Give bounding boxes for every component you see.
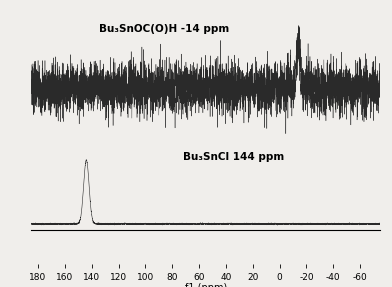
Text: Bu₃SnOC(O)H -14 ppm: Bu₃SnOC(O)H -14 ppm — [99, 24, 229, 34]
Text: Bu₃SnCl 144 ppm: Bu₃SnCl 144 ppm — [183, 152, 284, 162]
X-axis label: f1 (ppm): f1 (ppm) — [185, 284, 227, 287]
